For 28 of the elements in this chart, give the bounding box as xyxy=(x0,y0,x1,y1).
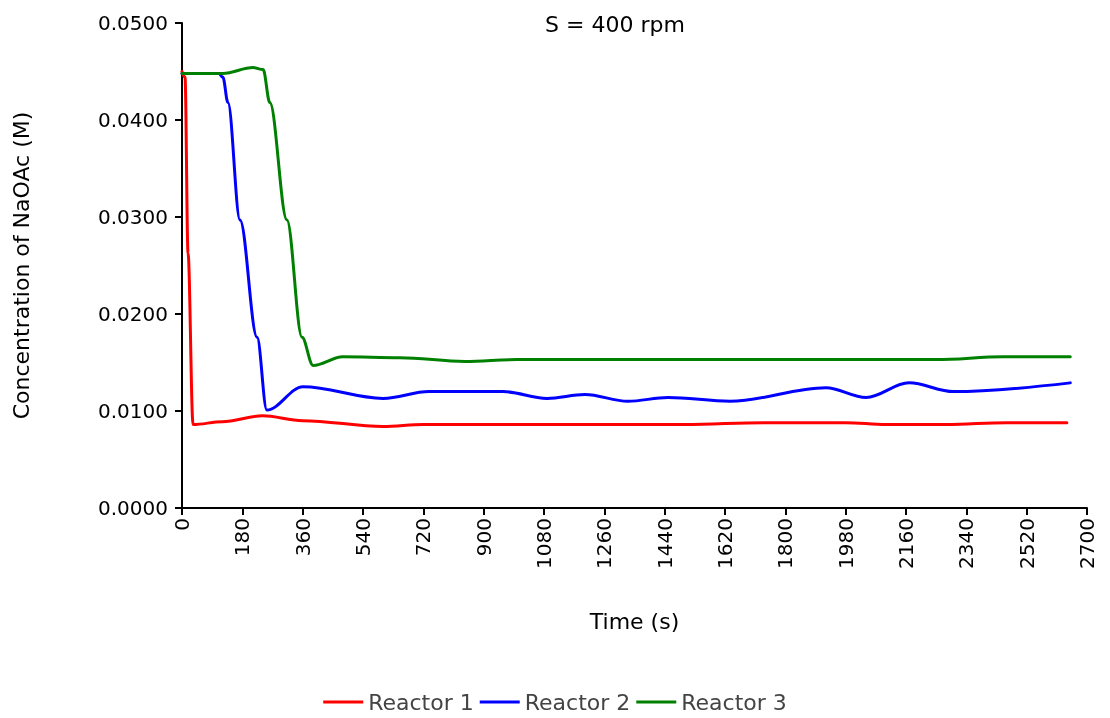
x-tick-label: 1440 xyxy=(652,518,677,569)
chart-title: S = 400 rpm xyxy=(545,11,685,37)
y-tick-label: 0.0300 xyxy=(98,205,168,229)
x-tick-label: 2520 xyxy=(1014,518,1039,569)
x-tick-label: 1620 xyxy=(713,518,737,569)
x-tick-label: 1980 xyxy=(833,518,858,569)
y-tick-label: 0.0400 xyxy=(98,108,168,132)
x-tick-label: 2340 xyxy=(954,518,979,569)
legend-label: Reactor 2 xyxy=(524,689,631,715)
x-tick-label: 2700 xyxy=(1075,518,1099,569)
legend-label: Reactor 3 xyxy=(681,689,787,715)
y-tick-label: 0.0500 xyxy=(98,11,168,35)
x-tick-label: 1260 xyxy=(592,518,617,569)
y-tick-label: 0.0000 xyxy=(98,496,168,520)
x-tick-label: 2160 xyxy=(894,518,918,569)
x-tick-label: 0 xyxy=(170,518,194,531)
x-axis-title: Time (s) xyxy=(588,608,680,634)
x-tick-label: 360 xyxy=(290,518,315,557)
y-axis-title: Concentration of NaOAc (M) xyxy=(8,111,34,420)
x-tick-label: 1800 xyxy=(773,518,798,569)
y-tick-label: 0.0200 xyxy=(98,302,168,326)
x-tick-label: 180 xyxy=(230,518,255,557)
x-tick-label: 900 xyxy=(471,518,496,557)
x-tick-label: 1080 xyxy=(532,518,556,569)
x-tick-label: 720 xyxy=(411,518,436,557)
x-tick-label: 540 xyxy=(351,518,375,557)
legend-label: Reactor 1 xyxy=(368,689,474,715)
y-tick-label: 0.0100 xyxy=(98,399,168,423)
